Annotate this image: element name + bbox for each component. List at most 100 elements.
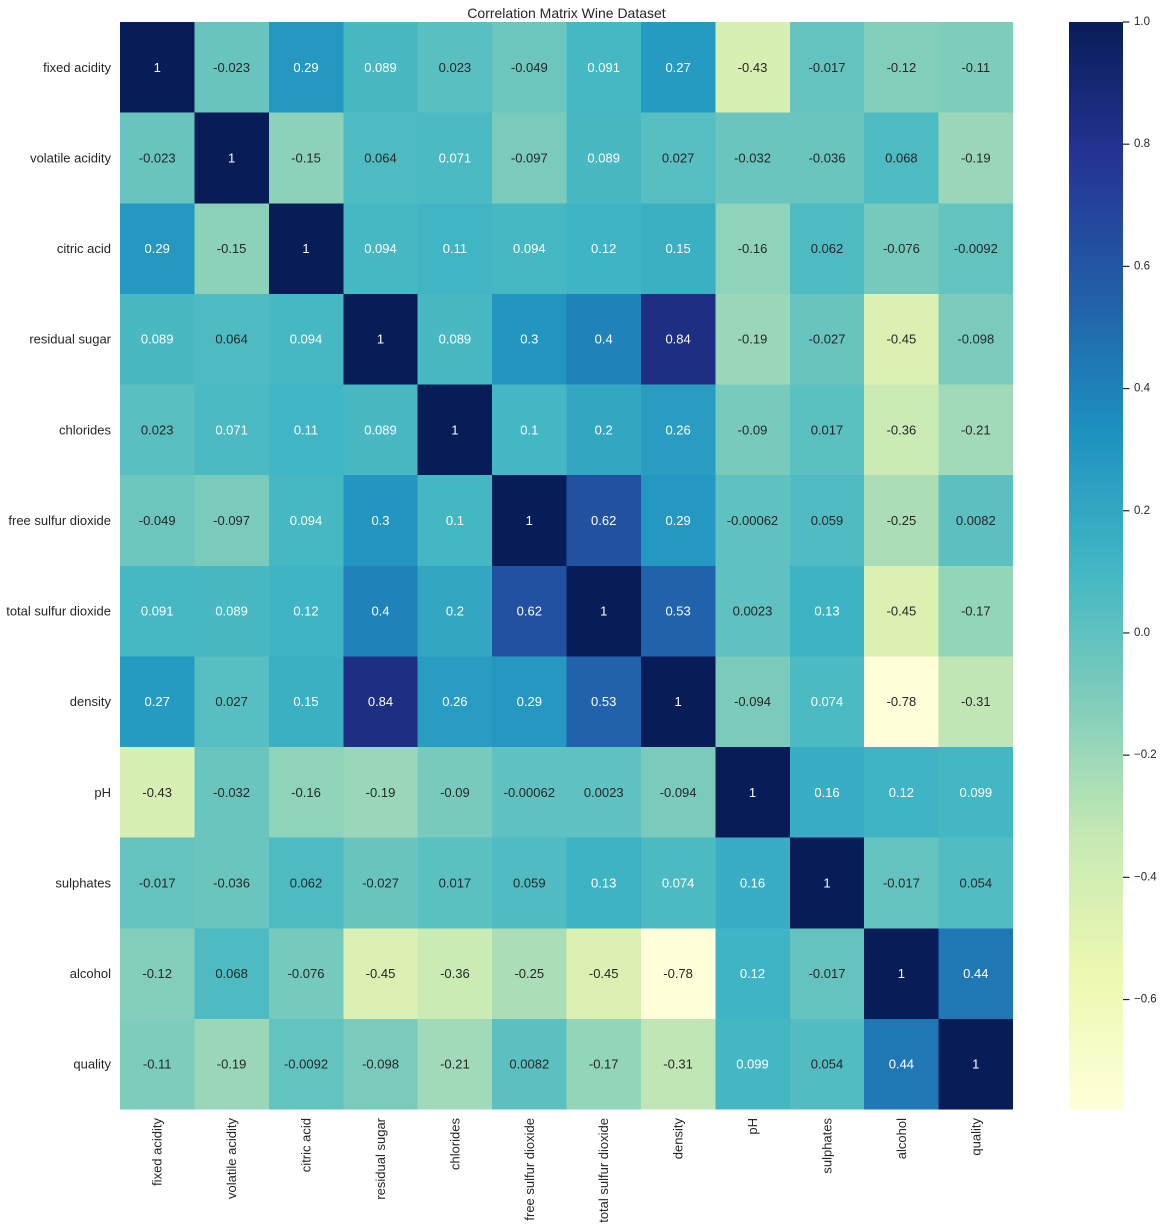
svg-text:-0.098: -0.098: [362, 1057, 399, 1072]
svg-text:-0.45: -0.45: [366, 966, 396, 981]
svg-text:0.8: 0.8: [1134, 138, 1150, 150]
svg-text:−0.6: −0.6: [1134, 994, 1157, 1006]
svg-text:-0.00062: -0.00062: [504, 785, 555, 800]
svg-text:0.027: 0.027: [662, 150, 695, 165]
svg-text:0.4: 0.4: [595, 332, 613, 347]
svg-text:residual sugar: residual sugar: [373, 1117, 388, 1199]
svg-text:0.62: 0.62: [591, 513, 616, 528]
svg-text:-0.076: -0.076: [288, 966, 325, 981]
svg-text:-0.094: -0.094: [660, 785, 697, 800]
svg-text:0.4: 0.4: [1134, 383, 1151, 395]
svg-text:-0.09: -0.09: [440, 785, 470, 800]
svg-text:-0.023: -0.023: [213, 60, 250, 75]
svg-text:0.071: 0.071: [215, 422, 248, 437]
svg-text:0.062: 0.062: [290, 875, 323, 890]
svg-text:0.0082: 0.0082: [956, 513, 996, 528]
svg-text:-0.027: -0.027: [362, 875, 399, 890]
svg-text:sulphates: sulphates: [820, 1118, 835, 1174]
svg-text:0.0082: 0.0082: [509, 1057, 549, 1072]
svg-text:-0.00062: -0.00062: [727, 513, 778, 528]
svg-text:-0.25: -0.25: [887, 513, 917, 528]
svg-text:-0.027: -0.027: [809, 332, 846, 347]
svg-text:-0.19: -0.19: [738, 332, 768, 347]
svg-text:0.017: 0.017: [811, 422, 844, 437]
svg-text:-0.19: -0.19: [217, 1057, 247, 1072]
svg-text:-0.36: -0.36: [440, 966, 470, 981]
svg-text:1: 1: [228, 150, 235, 165]
svg-text:-0.25: -0.25: [514, 966, 544, 981]
svg-text:0.017: 0.017: [439, 875, 472, 890]
svg-text:0.064: 0.064: [215, 332, 248, 347]
svg-text:0.29: 0.29: [293, 60, 318, 75]
svg-text:-0.049: -0.049: [139, 513, 176, 528]
svg-text:-0.15: -0.15: [217, 241, 247, 256]
svg-text:quality: quality: [968, 1118, 983, 1156]
svg-text:0.064: 0.064: [364, 150, 397, 165]
svg-text:−0.4: −0.4: [1134, 871, 1157, 883]
svg-text:-0.09: -0.09: [738, 422, 768, 437]
svg-text:0.16: 0.16: [740, 875, 765, 890]
svg-text:1: 1: [600, 604, 607, 619]
svg-text:0.094: 0.094: [290, 513, 323, 528]
svg-text:0.12: 0.12: [591, 241, 616, 256]
svg-text:-0.098: -0.098: [957, 332, 994, 347]
svg-text:0.071: 0.071: [439, 150, 472, 165]
svg-text:0.62: 0.62: [517, 604, 542, 619]
svg-text:0.29: 0.29: [145, 241, 170, 256]
svg-text:0.089: 0.089: [215, 604, 248, 619]
svg-text:1: 1: [898, 966, 905, 981]
svg-text:1: 1: [302, 241, 309, 256]
svg-text:0.094: 0.094: [364, 241, 397, 256]
svg-text:1: 1: [972, 1057, 979, 1072]
svg-text:-0.12: -0.12: [887, 60, 917, 75]
svg-text:1: 1: [377, 332, 384, 347]
svg-text:-0.11: -0.11: [961, 60, 990, 75]
svg-text:0.089: 0.089: [439, 332, 472, 347]
svg-text:0.0023: 0.0023: [733, 604, 773, 619]
svg-text:0.11: 0.11: [443, 241, 467, 256]
svg-text:-0.097: -0.097: [213, 513, 250, 528]
svg-text:0.099: 0.099: [960, 785, 993, 800]
svg-text:-0.43: -0.43: [738, 60, 768, 75]
svg-text:0.2: 0.2: [1134, 505, 1150, 517]
svg-text:0.023: 0.023: [439, 60, 472, 75]
svg-text:chlorides: chlorides: [59, 422, 112, 437]
svg-text:-0.076: -0.076: [883, 241, 920, 256]
svg-text:-0.31: -0.31: [663, 1057, 693, 1072]
svg-text:total sulfur dioxide: total sulfur dioxide: [6, 604, 111, 619]
svg-text:0.089: 0.089: [141, 332, 174, 347]
svg-text:-0.15: -0.15: [291, 150, 321, 165]
svg-text:-0.45: -0.45: [589, 966, 619, 981]
svg-text:0.15: 0.15: [293, 694, 318, 709]
svg-text:0.84: 0.84: [368, 694, 393, 709]
svg-text:-0.12: -0.12: [142, 966, 172, 981]
svg-text:0.089: 0.089: [364, 60, 397, 75]
svg-text:-0.032: -0.032: [213, 785, 250, 800]
svg-text:0.15: 0.15: [665, 241, 690, 256]
svg-text:0.44: 0.44: [889, 1057, 914, 1072]
svg-text:-0.036: -0.036: [213, 875, 250, 890]
svg-text:residual sugar: residual sugar: [29, 332, 111, 347]
svg-text:−0.2: −0.2: [1134, 749, 1157, 761]
svg-text:-0.45: -0.45: [887, 604, 917, 619]
svg-text:1: 1: [749, 785, 756, 800]
svg-text:sulphates: sulphates: [55, 875, 111, 890]
svg-text:0.023: 0.023: [141, 422, 174, 437]
svg-text:0.11: 0.11: [294, 422, 318, 437]
svg-text:-0.023: -0.023: [139, 150, 176, 165]
svg-text:0.53: 0.53: [591, 694, 616, 709]
svg-text:-0.21: -0.21: [961, 422, 991, 437]
svg-text:Correlation Matrix Wine Datase: Correlation Matrix Wine Dataset: [467, 5, 666, 21]
svg-text:0.26: 0.26: [665, 422, 690, 437]
svg-text:-0.31: -0.31: [961, 694, 991, 709]
svg-text:alcohol: alcohol: [894, 1118, 909, 1159]
svg-text:-0.16: -0.16: [738, 241, 768, 256]
svg-text:0.3: 0.3: [520, 332, 538, 347]
svg-text:free sulfur dioxide: free sulfur dioxide: [522, 1118, 537, 1221]
svg-text:chlorides: chlorides: [447, 1118, 462, 1171]
svg-text:0.27: 0.27: [145, 694, 170, 709]
svg-text:free sulfur dioxide: free sulfur dioxide: [8, 513, 111, 528]
svg-text:1: 1: [154, 60, 161, 75]
svg-text:-0.43: -0.43: [142, 785, 172, 800]
svg-text:0.068: 0.068: [885, 150, 918, 165]
